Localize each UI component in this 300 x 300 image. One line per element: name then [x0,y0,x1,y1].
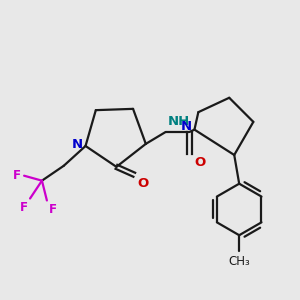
Text: CH₃: CH₃ [228,255,250,268]
Text: O: O [194,156,206,169]
Text: N: N [72,139,83,152]
Text: F: F [13,169,21,182]
Text: O: O [137,177,148,190]
Text: F: F [20,202,28,214]
Text: N: N [181,120,192,133]
Text: F: F [49,203,57,216]
Text: NH: NH [168,115,190,128]
